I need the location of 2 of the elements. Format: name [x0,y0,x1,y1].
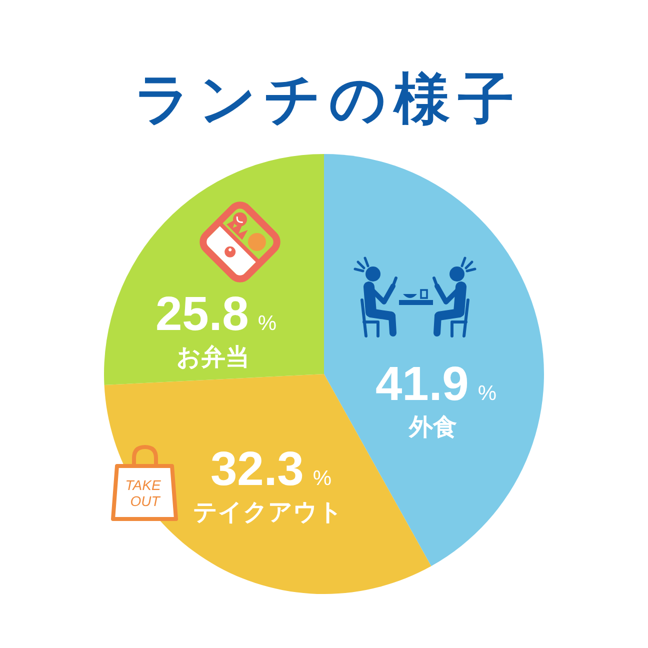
title: ランチの様子 [134,67,522,130]
annotation: TAKE OUT [125,477,161,509]
